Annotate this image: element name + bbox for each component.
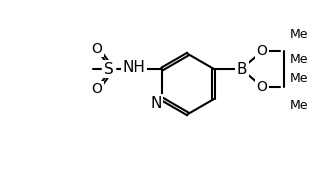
Text: O: O xyxy=(257,80,268,94)
Text: Me: Me xyxy=(290,53,308,66)
Text: S: S xyxy=(104,61,114,77)
Text: B: B xyxy=(237,61,247,77)
Text: O: O xyxy=(257,44,268,58)
Text: N: N xyxy=(150,96,162,111)
Text: O: O xyxy=(92,82,102,96)
Text: Me: Me xyxy=(290,28,308,41)
Text: NH: NH xyxy=(122,59,145,74)
Text: Me: Me xyxy=(290,72,308,85)
Text: Me: Me xyxy=(290,99,308,112)
Text: O: O xyxy=(92,42,102,56)
